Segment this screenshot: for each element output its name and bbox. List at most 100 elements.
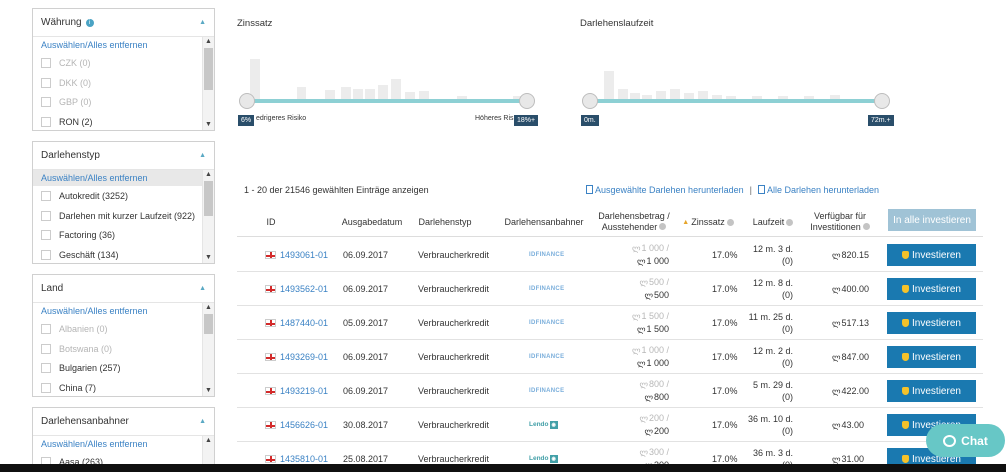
checkbox[interactable] [41, 323, 51, 334]
download-selected-link[interactable]: Ausgewählte Darlehen herunterladen [586, 185, 744, 195]
invest-all-button[interactable]: In alle investieren [888, 209, 976, 231]
invest-button[interactable]: Investieren [887, 346, 976, 368]
interest-rate: 17.0% [712, 284, 738, 294]
currency-symbol: ლ [832, 318, 841, 328]
col-term[interactable]: Laufzeit [747, 207, 799, 237]
slider-handle-min[interactable] [582, 93, 598, 109]
loan-id-cell[interactable]: 1493219-01 [265, 374, 328, 408]
slider-handle-max[interactable] [519, 93, 535, 109]
scrollbar[interactable]: ▲ ▼ [202, 303, 214, 396]
loan-id-link[interactable]: 1493061-01 [280, 250, 329, 260]
chevron-up-icon[interactable]: ▲ [199, 19, 206, 26]
filter-header[interactable]: Währung i ▲ [33, 9, 214, 37]
scroll-thumb[interactable] [204, 314, 213, 334]
checkbox[interactable] [41, 210, 51, 221]
checkbox[interactable] [41, 77, 51, 88]
slider-handle-max[interactable] [874, 93, 890, 109]
select-all-link[interactable]: Auswählen/Alles entfernen [41, 306, 148, 316]
checkbox[interactable] [41, 190, 51, 201]
checkbox[interactable] [41, 250, 51, 261]
loan-term: 12 m. 8 d. (0) [752, 278, 793, 300]
chevron-up-icon[interactable]: ▲ [199, 285, 206, 292]
info-icon[interactable] [786, 218, 794, 226]
filter-header[interactable]: Darlehenstyp ▲ [33, 142, 214, 170]
filter-option[interactable]: GBP (0) [33, 93, 214, 113]
chevron-up-icon[interactable]: ▲ [199, 418, 206, 425]
scroll-up-icon[interactable]: ▲ [205, 171, 212, 178]
loan-id-link[interactable]: 1435810-01 [280, 454, 329, 464]
col-interest-rate[interactable]: ▲ Zinssatz [679, 207, 737, 237]
scroll-thumb[interactable] [204, 181, 213, 216]
loan-id-cell[interactable]: 1493061-01 [265, 238, 328, 272]
slider-handle-min[interactable] [239, 93, 255, 109]
scroll-up-icon[interactable]: ▲ [205, 304, 212, 311]
chevron-up-icon[interactable]: ▲ [199, 152, 206, 159]
invest-button[interactable]: Investieren [887, 244, 976, 266]
invest-button[interactable]: Investieren [887, 278, 976, 300]
loan-id-cell[interactable]: 1456626-01 [265, 408, 328, 442]
loan-id-cell[interactable]: 1493562-01 [265, 272, 328, 306]
scrollbar[interactable]: ▲ ▼ [202, 37, 214, 130]
checkbox[interactable] [41, 57, 51, 68]
checkbox[interactable] [41, 117, 51, 128]
filter-option[interactable]: DKK (0) [33, 73, 214, 93]
col-originator[interactable]: Darlehensanbahner [504, 216, 584, 227]
scrollbar[interactable]: ▲ ▼ [202, 170, 214, 263]
select-all-link[interactable]: Auswählen/Alles entfernen [41, 40, 148, 50]
download-all-link[interactable]: Alle Darlehen herunterladen [757, 185, 879, 195]
info-icon[interactable] [862, 223, 870, 230]
invest-button[interactable]: Investieren [887, 380, 976, 402]
scroll-up-icon[interactable]: ▲ [205, 437, 212, 444]
issue-date: 05.09.2017 [343, 318, 389, 328]
col-id[interactable]: ID [266, 216, 276, 227]
filter-option[interactable]: Autokredit (3252) [33, 186, 214, 206]
loan-id-link[interactable]: 1493562-01 [280, 284, 329, 294]
scrollbar[interactable]: ▲ [202, 436, 214, 472]
col-loan-type[interactable]: Darlehenstyp [418, 216, 472, 227]
scroll-down-icon[interactable]: ▼ [205, 121, 212, 128]
filter-option[interactable]: China (7) [33, 378, 214, 398]
col-amount[interactable]: Darlehensbetrag / Ausstehender [598, 211, 670, 232]
loan-id-cell[interactable]: 1487440-01 [265, 306, 328, 340]
checkbox[interactable] [41, 343, 51, 354]
filter-option[interactable]: Factoring (36) [33, 226, 214, 246]
filter-header[interactable]: Land ▲ [33, 275, 214, 303]
loan-id-cell[interactable]: 1435810-01 [265, 442, 328, 472]
filter-header[interactable]: Darlehensanbahner ▲ [33, 408, 214, 436]
scroll-up-icon[interactable]: ▲ [205, 38, 212, 45]
info-icon[interactable] [726, 218, 734, 226]
currency-symbol: ლ [636, 257, 646, 266]
checkbox[interactable] [41, 230, 51, 241]
info-icon[interactable]: i [85, 18, 94, 27]
filter-option[interactable]: Albanien (0) [33, 319, 214, 339]
filter-option[interactable]: Darlehen mit kurzer Laufzeit (922) [33, 206, 214, 226]
invest-button[interactable]: Investieren [887, 312, 976, 334]
issue-date: 06.09.2017 [343, 386, 389, 396]
filter-option[interactable]: Bulgarien (257) [33, 359, 214, 379]
slider-track[interactable] [247, 99, 527, 103]
loan-id-link[interactable]: 1487440-01 [280, 318, 329, 328]
slider-track[interactable] [590, 99, 882, 103]
col-issue-date[interactable]: Ausgabedatum [341, 216, 403, 227]
scroll-thumb[interactable] [204, 48, 213, 90]
filter-option[interactable]: RON (2) [33, 112, 214, 132]
scroll-down-icon[interactable]: ▼ [205, 254, 212, 261]
filter-option[interactable]: Botswana (0) [33, 339, 214, 359]
loan-id-link[interactable]: 1493219-01 [280, 386, 329, 396]
info-icon[interactable] [659, 223, 667, 230]
checkbox[interactable] [41, 383, 51, 394]
loan-id-link[interactable]: 1456626-01 [280, 420, 329, 430]
select-all-link[interactable]: Auswählen/Alles entfernen [41, 439, 148, 449]
loan-id-link[interactable]: 1493269-01 [280, 352, 329, 362]
loan-id-cell[interactable]: 1493269-01 [265, 340, 328, 374]
select-all-link[interactable]: Auswählen/Alles entfernen [33, 170, 214, 186]
checkbox[interactable] [41, 363, 51, 374]
filter-option[interactable]: CZK (0) [33, 53, 214, 73]
issue-date: 30.08.2017 [343, 420, 389, 430]
filter-option[interactable]: Geschäft (134) [33, 245, 214, 265]
checkbox[interactable] [41, 97, 51, 108]
col-available[interactable]: Verfügbar für Investitionen [805, 207, 875, 237]
chat-button[interactable]: Chat [926, 424, 1005, 457]
loan-type: Verbraucherkredit [418, 352, 490, 362]
scroll-down-icon[interactable]: ▼ [205, 387, 212, 394]
